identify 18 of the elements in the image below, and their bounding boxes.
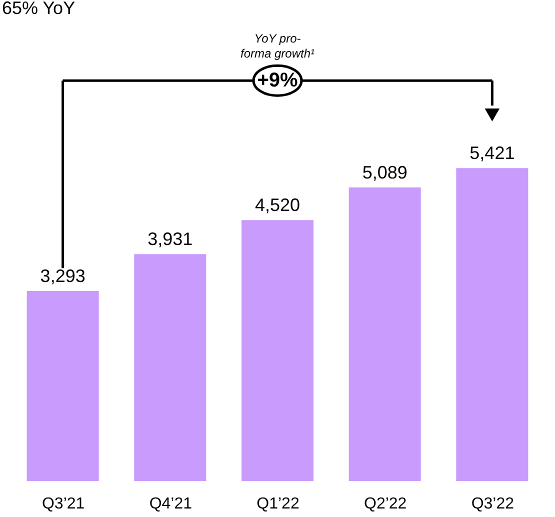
text: YoY pro-forma growth¹ <box>240 32 315 61</box>
text: +9% <box>257 70 298 92</box>
data-label: 3,293 <box>40 266 86 286</box>
x-tick-label: Q1’22 <box>256 496 300 512</box>
data-label: 3,931 <box>148 229 193 250</box>
data-label: 5,089 <box>362 162 408 182</box>
x-tick-label: Q2’22 <box>364 496 407 512</box>
x-tick-label: Q4’21 <box>149 496 192 512</box>
bar <box>242 220 314 481</box>
chart-title: 65% YoY <box>2 0 76 18</box>
data-label: 5,421 <box>470 143 515 164</box>
bar <box>348 187 421 481</box>
x-tick-label: Q3’21 <box>42 496 85 512</box>
x-tick-label: Q3’22 <box>471 496 514 512</box>
data-label: 4,520 <box>254 195 300 216</box>
bar <box>26 290 99 481</box>
bar <box>134 254 206 481</box>
bar <box>456 168 528 481</box>
